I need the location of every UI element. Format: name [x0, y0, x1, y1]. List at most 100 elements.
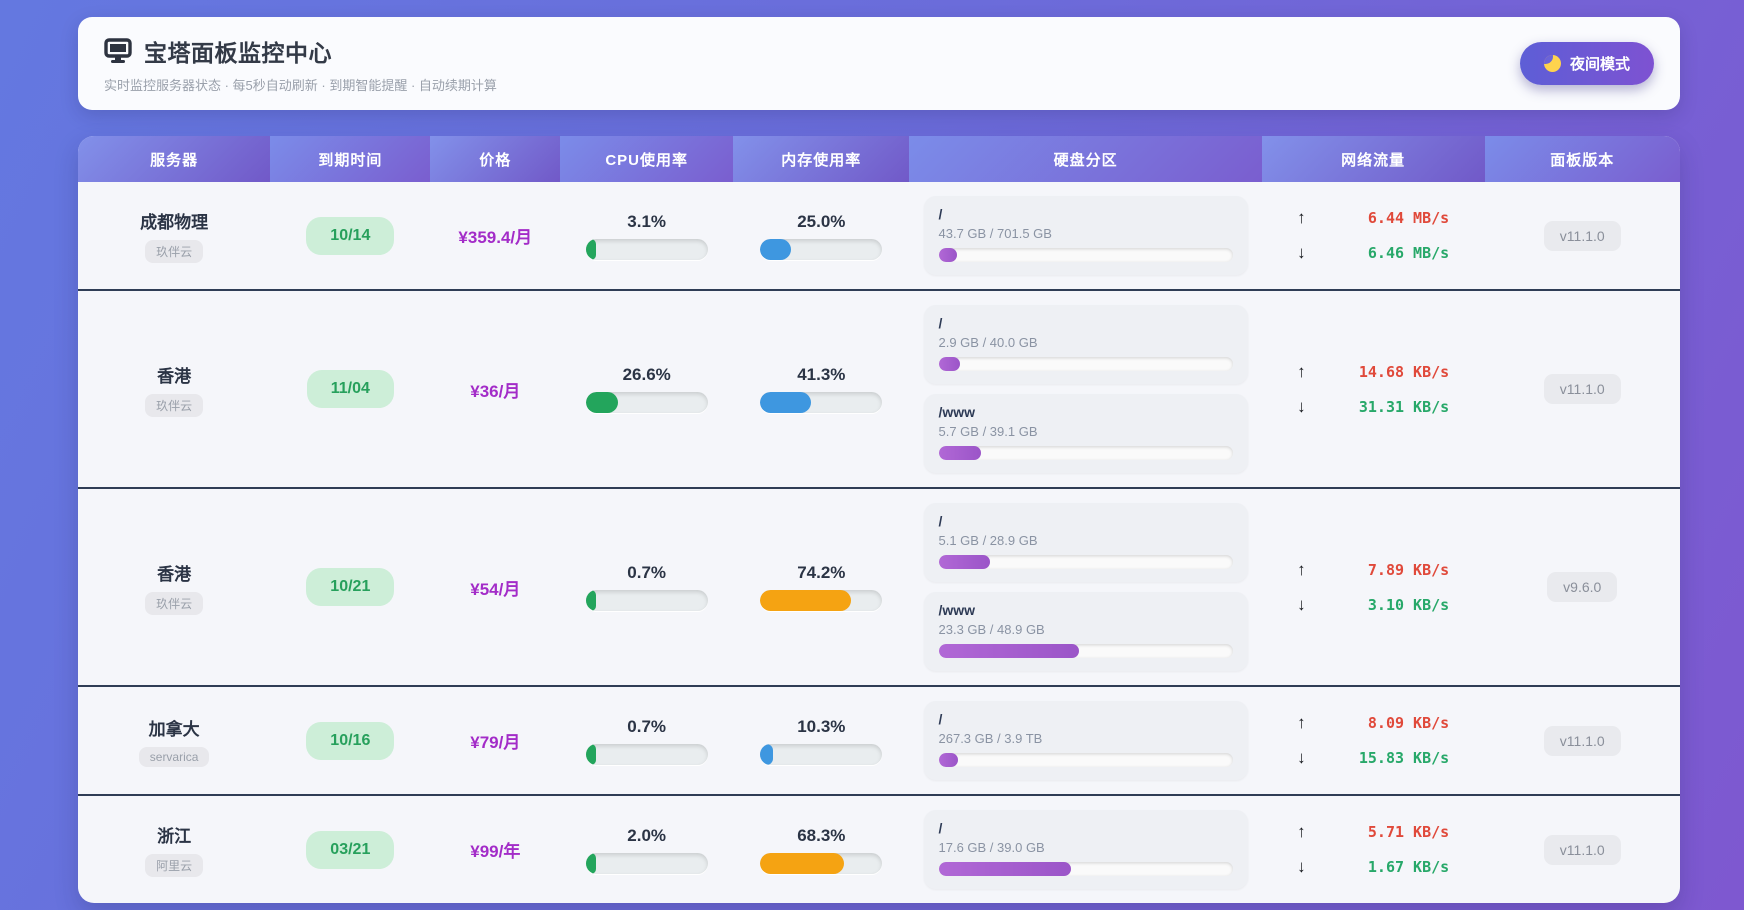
disk-progressbar [938, 644, 1233, 658]
upload-line: ↑ 7.89 KB/s [1297, 560, 1449, 580]
download-line: ↓ 6.46 MB/s [1297, 243, 1449, 263]
memory-percent-label: 10.3% [797, 716, 846, 736]
network-cell: ↑ 14.68 KB/s ↓ 31.31 KB/s [1262, 362, 1485, 417]
table-row: 成都物理 玖伴云 10/14 ¥359.4/月 3.1% 25.0% / 43.7 GB / … [78, 182, 1680, 291]
cpu-percent-label: 0.7% [627, 563, 667, 582]
disk-cell: / 5.1 GB / 28.9 GB/www 23.3 GB / 48.9 GB [909, 503, 1261, 671]
upload-arrow-icon: ↑ [1297, 713, 1306, 732]
download-speed: 31.31 KB/s [1358, 397, 1450, 416]
server-cell: 浙江 阿里云 [78, 822, 270, 877]
download-arrow-icon: ↓ [1297, 243, 1306, 262]
cpu-progressbar [585, 392, 708, 413]
disk-progress-fill [938, 753, 959, 767]
memory-progress-fill [760, 743, 773, 765]
server-name: 香港 [157, 366, 192, 386]
cpu-cell: 2.0% [560, 826, 733, 874]
memory-cell: 10.3% [733, 717, 909, 765]
column-header-5: 内存使用率 [733, 136, 910, 182]
disk-cell: / 43.7 GB / 701.5 GB [909, 196, 1261, 275]
memory-percent-label: 68.3% [797, 825, 846, 845]
disk-partition: /www 23.3 GB / 48.9 GB [923, 592, 1248, 671]
table-row: 加拿大 servarica 10/16 ¥79/月 0.7% 10.3% / 267.3 GB… [78, 687, 1680, 796]
disk-cell: / 17.6 GB / 39.0 GB [909, 810, 1261, 889]
server-name: 香港 [157, 564, 192, 584]
download-arrow-icon: ↓ [1297, 396, 1306, 416]
disk-partition-list: / 17.6 GB / 39.0 GB [923, 810, 1248, 889]
memory-progressbar [760, 238, 883, 260]
server-name: 加拿大 [148, 719, 200, 739]
expiry-badge: 10/14 [306, 216, 395, 255]
memory-progressbar [760, 590, 883, 611]
column-header-7: 网络流量 [1261, 136, 1485, 182]
price-cell: ¥36/月 [430, 377, 560, 402]
cpu-percent-label: 3.1% [627, 211, 667, 231]
disk-usage-text: 43.7 GB / 701.5 GB [938, 226, 1052, 241]
panel-version-badge: v9.6.0 [1547, 572, 1618, 602]
disk-mount-point: / [938, 315, 943, 331]
panel-version-badge: v11.1.0 [1543, 834, 1621, 865]
panel-version-badge: v11.1.0 [1543, 725, 1621, 756]
memory-progressbar [760, 852, 883, 874]
upload-speed: 6.44 MB/s [1367, 209, 1450, 227]
network-traffic: ↑ 7.89 KB/s ↓ 3.10 KB/s [1297, 560, 1449, 615]
server-name: 浙江 [157, 827, 192, 846]
page-title: 宝塔面板监控中心 [144, 39, 332, 66]
download-line: ↓ 3.10 KB/s [1297, 595, 1449, 615]
night-mode-button[interactable]: 夜间模式 [1519, 42, 1654, 85]
disk-mount-point: / [938, 206, 943, 222]
expiry-badge: 10/21 [306, 568, 395, 606]
provider-badge: 玖伴云 [145, 591, 204, 615]
memory-percent-label: 41.3% [797, 365, 846, 384]
download-arrow-icon: ↓ [1297, 857, 1306, 876]
upload-speed: 14.68 KB/s [1358, 362, 1450, 381]
server-name: 成都物理 [140, 213, 209, 232]
server-cell: 加拿大 servarica [78, 715, 270, 767]
disk-progress-fill [938, 357, 960, 371]
price-cell: ¥54/月 [430, 575, 560, 600]
cpu-progress-fill [585, 743, 596, 765]
price-label: ¥359.4/月 [458, 228, 533, 247]
provider-badge: 阿里云 [145, 854, 204, 877]
server-cell: 香港 玖伴云 [78, 362, 270, 417]
cpu-percent-label: 0.7% [627, 716, 667, 736]
upload-speed: 5.71 KB/s [1367, 823, 1450, 841]
disk-usage-text: 23.3 GB / 48.9 GB [938, 622, 1045, 637]
header-card: 宝塔面板监控中心 实时监控服务器状态 · 每5秒自动刷新 · 到期智能提醒 · … [78, 17, 1680, 110]
disk-partition-list: / 43.7 GB / 701.5 GB [923, 196, 1248, 275]
server-cell: 成都物理 玖伴云 [78, 208, 270, 263]
network-traffic: ↑ 5.71 KB/s ↓ 1.67 KB/s [1297, 822, 1449, 877]
download-line: ↓ 31.31 KB/s [1297, 397, 1449, 417]
network-traffic: ↑ 14.68 KB/s ↓ 31.31 KB/s [1297, 362, 1449, 417]
download-speed: 15.83 KB/s [1358, 749, 1450, 767]
network-traffic: ↑ 8.09 KB/s ↓ 15.83 KB/s [1297, 713, 1449, 768]
download-speed: 1.67 KB/s [1367, 858, 1450, 876]
cpu-progress-fill [585, 590, 596, 611]
upload-line: ↑ 8.09 KB/s [1297, 713, 1449, 733]
night-mode-label: 夜间模式 [1569, 56, 1630, 73]
upload-speed: 7.89 KB/s [1367, 560, 1450, 579]
expiry-cell: 03/21 [270, 830, 430, 869]
disk-progress-fill [938, 555, 991, 569]
cpu-cell: 26.6% [560, 365, 733, 413]
price-cell: ¥99/年 [430, 837, 560, 862]
price-label: ¥54/月 [470, 579, 521, 599]
memory-percent-label: 25.0% [797, 211, 846, 231]
provider-badge: 玖伴云 [145, 393, 204, 417]
memory-percent-label: 74.2% [797, 563, 846, 582]
memory-progressbar [760, 743, 883, 765]
expiry-cell: 10/21 [270, 568, 430, 606]
memory-progress-fill [760, 238, 791, 260]
disk-partition: /www 5.7 GB / 39.1 GB [923, 394, 1248, 473]
disk-progressbar [938, 555, 1233, 569]
cpu-cell: 0.7% [560, 563, 733, 611]
network-cell: ↑ 8.09 KB/s ↓ 15.83 KB/s [1262, 713, 1485, 768]
upload-arrow-icon: ↑ [1297, 559, 1306, 579]
cpu-progress-fill [585, 238, 596, 260]
network-cell: ↑ 7.89 KB/s ↓ 3.10 KB/s [1262, 560, 1485, 615]
price-cell: ¥359.4/月 [430, 223, 560, 248]
cpu-progressbar [585, 238, 708, 260]
upload-arrow-icon: ↑ [1297, 822, 1306, 841]
disk-partition-list: / 267.3 GB / 3.9 TB [923, 701, 1248, 780]
memory-progress-fill [760, 852, 844, 874]
memory-progress-fill [760, 590, 851, 611]
